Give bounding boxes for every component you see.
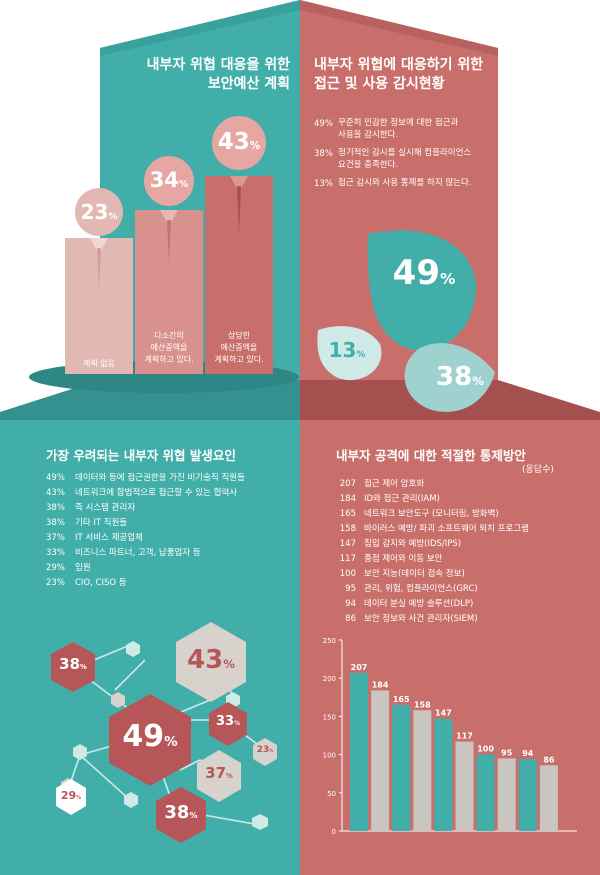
controls-subtitle: (응답수) [522,465,554,475]
y-tick-label: 0 [332,828,336,836]
threat-item: 38% 즉 시스템 관리자 [46,503,136,513]
hex-37-label: 37% [205,764,233,782]
y-tick-label: 50 [327,790,336,798]
monitoring-title: 내부자 위협에 대응하기 위한 접근 및 사용 감시현황 [314,57,484,92]
budget-circle-substantial [212,116,266,170]
control-item: 184 ID와 접근 관리(IAM) [339,494,440,504]
control-item: 165 네트워크 보안도구 (모니터링, 방화벽) [339,509,499,519]
bar [518,759,537,831]
drop-38 [404,343,495,412]
monitoring-list: 49% 꾸준히 민감한 정보에 대한 접근과 사용을 감시한다. 38% 정기적… [314,117,494,192]
bar-value-label: 95 [501,748,513,757]
threat-item: 23% CIO, CISO 등 [46,578,127,588]
monitoring-item: 38% 정기적인 감시를 실시해 컴플라이언스 요건을 충족한다. [314,148,472,170]
controls-title: 내부자 공격에 대한 적절한 통제방안 [336,448,526,463]
controls-bar-chart: 0 50 100 150 200 250 207 184 165 158 147 117 100 95 94… [323,637,577,836]
drop-49 [367,230,477,351]
hex-49-label: 49% [122,719,178,754]
hex-49 [109,694,191,786]
budget-pct-some: 34% [149,168,189,192]
bar [476,754,495,831]
hex-43-label: 43% [187,645,235,675]
threats-title: 가장 우려되는 내부자 위협 발생요인 [46,448,236,463]
hex-38-bottom [156,787,206,843]
control-item: 158 바이러스 예방/ 파괴 소프트웨어 퇴치 프로그램 [339,524,529,534]
hex-38-top-label: 38% [59,655,87,673]
y-tick-label: 150 [323,713,336,721]
control-item: 100 보안 지능(데이터 접속 정보) [339,569,465,579]
hex-23-label: 23% [256,745,274,755]
bar [392,704,411,831]
roof-right-edge [300,0,498,56]
bar-value-label: 94 [522,749,534,758]
hex-38-top [51,642,95,692]
budget-bars [65,176,273,374]
threat-item: 29% 임원 [46,563,91,573]
threats-list: 49% 데이터와 등에 접근권한을 가진 비기술직 직원들 43% 네트워크에 합법… [46,471,296,591]
bar-value-label: 158 [414,700,431,709]
hex-38-bottom-label: 38% [164,802,198,823]
bar [434,718,453,831]
drop-49-label: 49% [392,253,456,293]
lower-left-panel [0,420,300,875]
budget-label-substantial: 상당한 예산증액을 계획하고 있다. [214,331,264,364]
control-item: 94 데이터 분실 예방 솔루션(DLP) [345,599,474,609]
hex-23 [253,738,277,766]
split-notch [300,420,320,470]
threat-item: 37% IT 서비스 제공업체 [46,533,143,543]
bar [455,741,474,831]
threat-item: 49% 데이터와 등에 접근권한을 가진 비기술직 직원들 [46,473,245,483]
monitoring-item: 49% 꾸준히 민감한 정보에 대한 접근과 사용을 감시한다. [314,118,459,140]
bar [413,710,432,831]
hex-43 [176,622,246,702]
bar [539,765,558,831]
budget-label-some: 다소간의 예산증액을 계획하고 있다. [144,331,194,364]
bar-value-label: 184 [372,680,389,689]
control-item: 207 접근 제어 암호화 [339,479,425,489]
bar [350,672,368,831]
y-tick-label: 250 [323,637,336,645]
hex-37 [197,750,241,802]
bar-value-label: 100 [477,745,494,754]
drop-13-label: 13% [328,338,366,362]
bar [497,758,516,831]
control-item: 95 관리, 위험, 컴플라이언스(GRC) [345,584,478,594]
bar-value-label: 117 [456,732,473,741]
budget-label-none: 계획 없음 [83,359,115,368]
monitoring-item: 13% 접근 감시와 사용 통제를 하지 않는다. [314,178,472,189]
budget-circle-some [144,156,194,206]
roof-left-edge [100,0,300,56]
threat-item: 33% 비즈니스 파트너, 고객, 납품업자 등 [46,548,201,558]
y-tick-label: 100 [323,752,336,760]
threat-item: 38% 기타 IT 직원들 [46,518,128,528]
bar [371,690,390,831]
budget-title: 내부자 위협 대응을 위한 보안예산 계획 [146,57,290,92]
hex-33 [209,702,247,746]
bar-value-label: 165 [393,695,410,704]
controls-list: 207 접근 제어 암호화 184 ID와 접근 관리(IAM) 165 네트워크 보… [328,477,588,627]
hex-29 [56,779,86,815]
hex-33-label: 33% [216,714,240,729]
budget-pct-substantial: 43% [217,129,261,155]
budget-pct-none: 23% [80,200,118,224]
drop-13 [317,326,382,381]
bar-value-label: 207 [351,663,368,672]
control-item: 117 종점 제어와 이동 보안 [339,554,443,564]
y-tick-label: 200 [323,675,336,683]
drop-38-label: 38% [436,362,484,392]
control-item: 86 보안 정보와 사건 관리자(SIEM) [345,614,478,624]
bar-value-label: 147 [435,709,452,718]
hex-29-label: 29% [60,789,82,802]
control-item: 147 침입 감지와 예방(IDS/IPS) [339,539,462,549]
threat-item: 43% 네트워크에 합법적으로 접근할 수 있는 협력사 [46,488,238,498]
bar-value-label: 86 [543,755,555,764]
budget-circle-none [75,188,123,236]
